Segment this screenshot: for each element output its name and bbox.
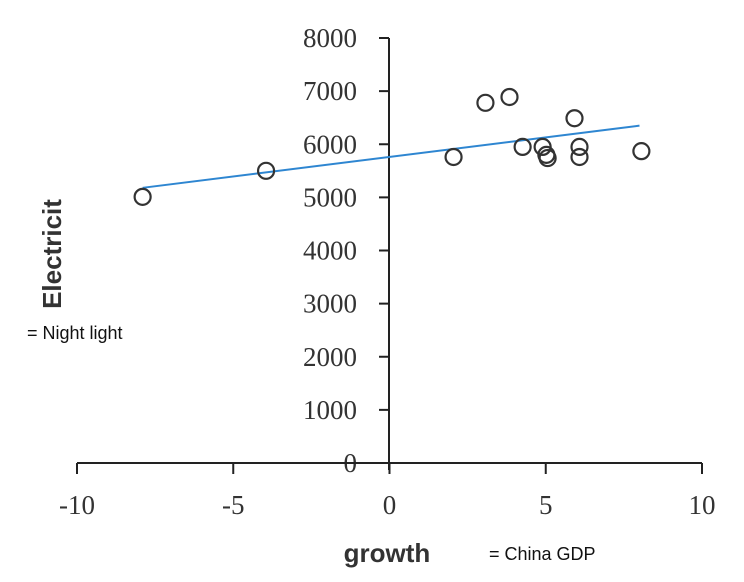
x-tick-label: 10 — [689, 490, 716, 520]
data-points — [133, 87, 651, 206]
x-tick-label: -10 — [59, 490, 95, 520]
data-point — [476, 93, 495, 112]
x-tick-label: -5 — [222, 490, 245, 520]
data-point — [570, 147, 589, 167]
y-tick-label: 4000 — [303, 236, 357, 266]
y-tick-label: 7000 — [303, 76, 357, 106]
x-axis: -10 -5 0 5 10 — [59, 462, 716, 520]
data-point — [444, 147, 463, 167]
data-point — [565, 109, 584, 128]
data-point — [500, 87, 519, 107]
x-axis-note: = China GDP — [489, 544, 596, 564]
data-point — [538, 148, 557, 168]
y-tick-label: 8000 — [303, 23, 357, 53]
y-axis-note: = Night light — [27, 323, 123, 343]
data-point — [133, 187, 152, 206]
y-axis-title: Electricit — [37, 199, 67, 309]
y-tick-label: 6000 — [303, 129, 357, 159]
data-point — [570, 137, 589, 157]
trend-line — [142, 124, 640, 189]
y-tick-label: 1000 — [303, 395, 357, 425]
x-axis-title: growth — [344, 538, 431, 568]
x-tick-label: 0 — [383, 490, 397, 520]
data-point — [513, 137, 532, 157]
y-tick-label: 3000 — [303, 289, 357, 319]
x-tick-label: 5 — [539, 490, 553, 520]
data-point — [256, 161, 276, 180]
y-tick-label: 5000 — [303, 182, 357, 212]
data-point — [632, 142, 651, 161]
y-tick-label: 2000 — [303, 342, 357, 372]
